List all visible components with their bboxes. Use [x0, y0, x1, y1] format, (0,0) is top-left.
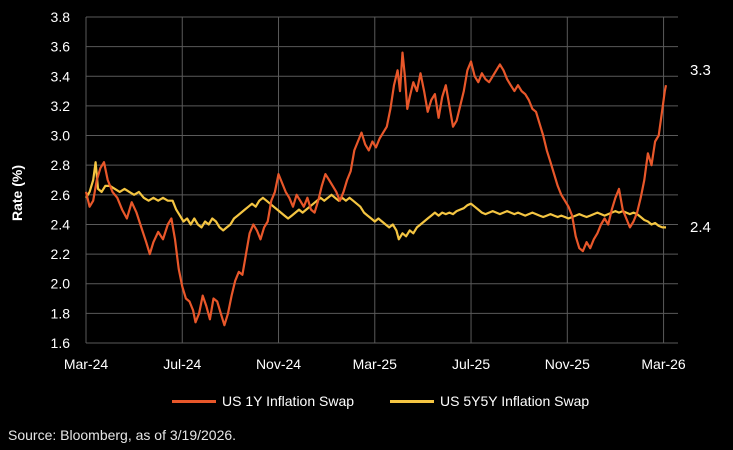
y-tick-label: 2.4 — [51, 216, 71, 232]
series-line-0 — [84, 51, 668, 327]
end-label-0: 3.3 — [690, 62, 711, 79]
legend: US 1Y Inflation Swap US 5Y5Y Inflation S… — [0, 393, 733, 415]
y-tick-label: 2.0 — [51, 276, 71, 292]
legend-item-5y5y: US 5Y5Y Inflation Swap — [390, 393, 589, 409]
y-tick-label: 1.6 — [51, 335, 71, 351]
y-tick-label: 3.6 — [51, 39, 71, 55]
x-tick-label: Mar-25 — [353, 356, 398, 372]
y-tick-label: 2.8 — [51, 157, 71, 173]
y-tick-label: 3.8 — [51, 9, 71, 25]
y-tick-label: 1.8 — [51, 305, 71, 321]
legend-label-1y: US 1Y Inflation Swap — [222, 393, 355, 409]
series-lines — [84, 51, 668, 327]
end-label-1: 2.4 — [690, 219, 711, 236]
end-labels: 2.4 3.3 — [690, 62, 711, 236]
y-tick-label: 3.4 — [51, 68, 71, 84]
legend-swatch-5y5y — [390, 399, 434, 403]
source-note: Source: Bloomberg, as of 3/19/2026. — [8, 427, 237, 443]
y-axis-label: Rate (%) — [9, 165, 25, 221]
legend-swatch-1y — [172, 399, 216, 403]
y-tick-label: 2.2 — [51, 246, 71, 262]
x-tick-label: Mar-24 — [64, 356, 109, 372]
x-tick-label: Nov-24 — [256, 356, 301, 372]
y-tick-label: 3.2 — [51, 98, 71, 114]
x-tick-label: Mar-26 — [641, 356, 686, 372]
x-tick-label: Nov-25 — [545, 356, 590, 372]
x-axis-ticks: Mar-24 Jul-24 Nov-24 Mar-25 Jul-25 Nov-25 Mar-… — [64, 356, 686, 372]
legend-item-1y: US 1Y Inflation Swap — [172, 393, 354, 409]
line-chart: 1.6 1.8 2.0 2.2 2.4 2.6 2.8 3.0 3.2 3.4 3.6 3.8 Mar… — [9, 9, 711, 372]
y-tick-label: 2.6 — [51, 187, 71, 203]
x-tick-label: Jul-25 — [452, 356, 490, 372]
y-tick-label: 3.0 — [51, 128, 71, 144]
x-tick-label: Jul-24 — [163, 356, 201, 372]
y-axis-ticks: 1.6 1.8 2.0 2.2 2.4 2.6 2.8 3.0 3.2 3.4 3.6 3.8 — [51, 9, 71, 351]
legend-label-5y5y: US 5Y5Y Inflation Swap — [440, 393, 590, 409]
gridlines — [85, 16, 678, 344]
